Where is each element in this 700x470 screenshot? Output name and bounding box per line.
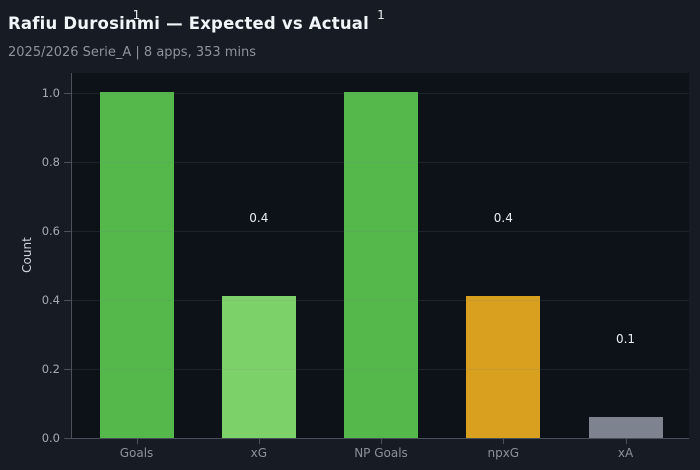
y-tick-label: 0.4 bbox=[41, 292, 60, 307]
y-tick-label: 0.2 bbox=[41, 361, 60, 376]
x-tick-label: npxG bbox=[487, 446, 520, 460]
x-tick bbox=[381, 438, 382, 444]
plot-area bbox=[71, 73, 689, 438]
y-tick-label: 0.0 bbox=[41, 431, 60, 445]
bar-value-label: 1 bbox=[132, 7, 141, 22]
chart-title: Rafiu Durosinmi — Expected vs Actual bbox=[8, 14, 369, 33]
y-tick bbox=[64, 299, 71, 301]
y-tick bbox=[64, 230, 71, 232]
x-tick-label: NP Goals bbox=[354, 446, 408, 460]
bar-xA bbox=[588, 417, 663, 438]
y-tick bbox=[64, 92, 71, 94]
x-tick-label: xG bbox=[250, 446, 267, 460]
y-tick-label: 0.8 bbox=[41, 154, 60, 169]
y-axis-spine bbox=[71, 73, 72, 438]
bar-value-label: 1 bbox=[377, 7, 385, 22]
bar-value-label: 0.1 bbox=[615, 332, 636, 347]
bar-value-label: 0.4 bbox=[249, 211, 269, 226]
x-tick-label: Goals bbox=[119, 446, 154, 460]
x-tick bbox=[258, 438, 260, 444]
bar-NP Goals bbox=[344, 92, 418, 438]
y-tick-label: 1.0 bbox=[41, 85, 60, 100]
bar-value-label: 0.4 bbox=[493, 211, 513, 226]
bar-Goals bbox=[99, 92, 174, 438]
y-tick bbox=[64, 438, 71, 439]
y-tick-label: 0.6 bbox=[41, 223, 60, 238]
chart-subtitle: 2025/2026 Serie_A | 8 apps, 353 mins bbox=[8, 45, 257, 60]
y-tick bbox=[64, 368, 71, 370]
x-tick bbox=[136, 438, 138, 444]
x-axis-spine bbox=[71, 438, 689, 439]
x-tick bbox=[503, 438, 505, 444]
y-axis-label: Count bbox=[20, 237, 34, 273]
y-tick bbox=[64, 161, 71, 163]
x-tick bbox=[625, 438, 627, 444]
bar-npxG bbox=[466, 296, 541, 438]
bar-xG bbox=[221, 296, 296, 438]
x-tick-label: xA bbox=[617, 446, 634, 460]
